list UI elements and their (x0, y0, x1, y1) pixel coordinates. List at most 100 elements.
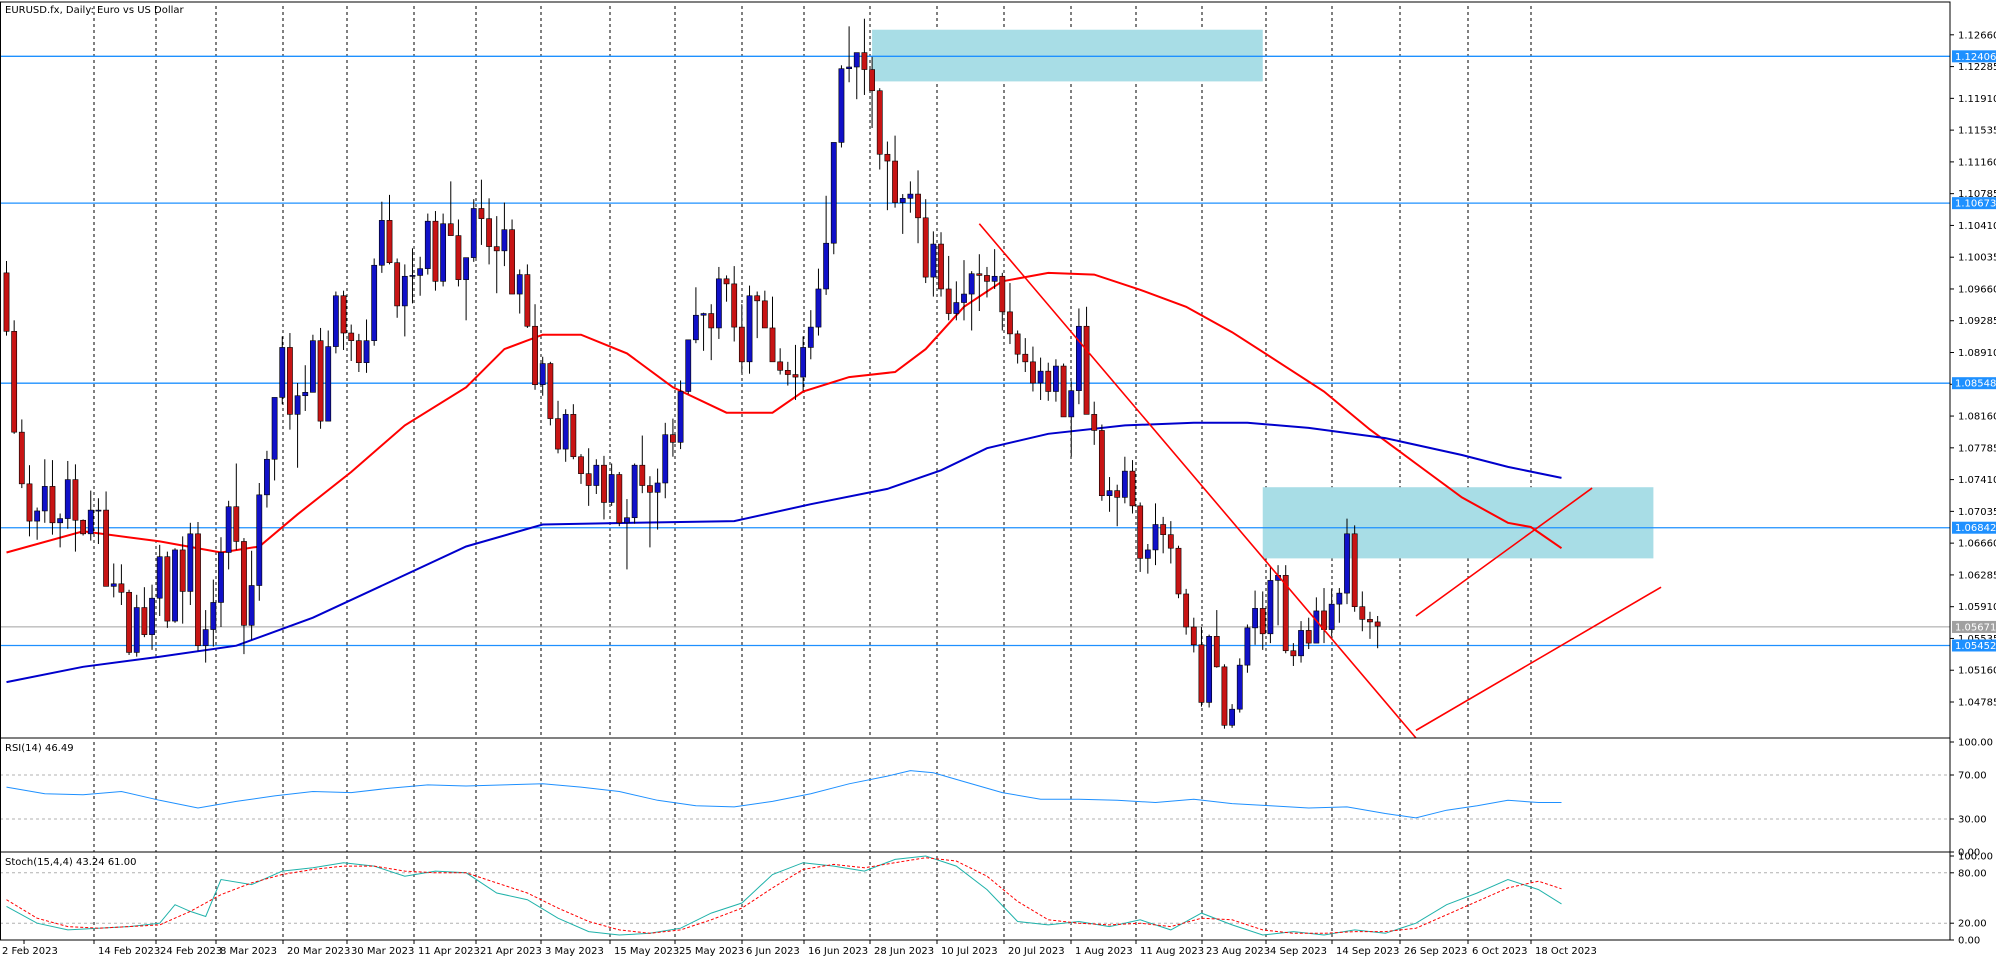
candle (685, 339, 692, 395)
candle (578, 454, 584, 484)
candle (26, 465, 33, 537)
candle (332, 291, 339, 354)
candle (1060, 363, 1067, 418)
candle-body (570, 414, 577, 458)
zones-layer (872, 29, 1654, 559)
candle (195, 521, 201, 651)
candle (87, 490, 94, 541)
candle-body (700, 313, 707, 316)
candle (1298, 621, 1304, 663)
candle-body (769, 327, 776, 363)
candle (731, 266, 738, 342)
candle (1114, 484, 1121, 527)
candle-body (585, 473, 592, 486)
candle (823, 195, 830, 295)
candle (1290, 643, 1297, 666)
candle-body (264, 458, 270, 496)
candle (11, 320, 18, 434)
candle (608, 463, 615, 506)
candle-body (984, 275, 990, 282)
candle (417, 256, 424, 296)
candle (1344, 518, 1350, 605)
candle (991, 249, 998, 289)
candle-body (363, 340, 370, 363)
candle (1190, 617, 1197, 653)
candle (1236, 658, 1243, 713)
candle (624, 499, 630, 570)
candle-body (287, 347, 293, 415)
candle-body (1129, 470, 1136, 507)
candle-body (1305, 630, 1312, 644)
x-axis-tick-label: 30 Mar 2023 (351, 946, 414, 957)
level-price-tag (1952, 521, 1996, 534)
candle (371, 258, 378, 346)
y-axis-tick-label: 20.00 (1958, 919, 1987, 930)
candle (1053, 359, 1059, 402)
candle-body (195, 533, 201, 646)
x-axis-tick-label: 25 May 2023 (679, 946, 744, 957)
candle-body (424, 220, 431, 269)
y-axis-tick-label: 1.08910 (1958, 348, 1996, 359)
candle-body (218, 552, 224, 603)
candle (961, 260, 967, 321)
candle (1106, 477, 1113, 512)
candle (363, 319, 370, 373)
candle (440, 213, 447, 287)
candle-body (72, 479, 79, 521)
y-axis-tick-label: 100.00 (1958, 852, 1993, 863)
candle (999, 272, 1006, 331)
candle-body (233, 506, 240, 542)
x-axis-tick-label: 24 Feb 2023 (160, 946, 222, 957)
candle-body (1198, 644, 1205, 703)
candle (777, 348, 784, 375)
candle-body (815, 288, 822, 328)
candle-body (302, 392, 309, 397)
candle-body (593, 464, 600, 486)
level-price-label: 1.08548 (1955, 379, 1996, 390)
candle (126, 589, 132, 655)
candle (853, 52, 860, 100)
level-price-label: 1.10673 (1955, 199, 1996, 210)
candle (715, 266, 722, 339)
candle (49, 460, 56, 535)
x-axis-tick-label: 15 May 2023 (614, 946, 679, 957)
candle-body (509, 229, 515, 295)
candle (264, 450, 270, 508)
candle (869, 56, 875, 128)
candle (938, 232, 944, 297)
candle-body (654, 482, 661, 493)
candle-body (692, 314, 699, 341)
candle-body (1229, 708, 1235, 726)
candle-body (555, 418, 561, 450)
y-axis-tick-label: 30.00 (1958, 815, 1987, 826)
candle (455, 219, 462, 287)
moving-average-line (6, 421, 1562, 684)
candle (1229, 704, 1235, 728)
candle (1129, 460, 1136, 514)
candle-body (1213, 636, 1220, 668)
candle-body (723, 278, 730, 285)
candle-body (738, 326, 745, 363)
candle-body (601, 464, 607, 503)
candle (287, 333, 293, 430)
candle-body (938, 243, 944, 290)
candle (1206, 634, 1213, 708)
candle (1252, 590, 1258, 645)
candle-body (133, 607, 140, 653)
current-price-label: 1.05671 (1955, 622, 1996, 633)
candle-body (1144, 549, 1151, 559)
candle-body (1298, 630, 1304, 657)
current-price-tag (1952, 620, 1996, 633)
candle-body (49, 486, 56, 524)
ma-layer (6, 271, 1563, 684)
x-axis-tick-label: 11 Apr 2023 (418, 946, 480, 957)
candle-body (1367, 619, 1373, 623)
candle (1137, 502, 1144, 572)
candle-body (486, 218, 492, 247)
y-axis-tick-label: 1.09285 (1958, 316, 1996, 327)
stoch-layer (0, 855, 1950, 936)
x-axis-tick-label: 26 Sep 2023 (1404, 946, 1467, 957)
candle (547, 361, 554, 426)
